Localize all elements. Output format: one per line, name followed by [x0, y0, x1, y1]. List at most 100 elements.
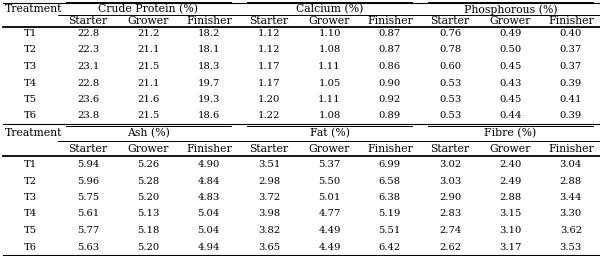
Text: 5.77: 5.77 [77, 226, 99, 235]
Text: 0.92: 0.92 [379, 95, 401, 104]
Text: 2.98: 2.98 [258, 176, 280, 186]
Text: T2: T2 [24, 176, 37, 186]
Text: 1.10: 1.10 [318, 29, 341, 38]
Text: 0.89: 0.89 [379, 112, 401, 121]
Text: 6.99: 6.99 [379, 160, 401, 169]
Text: Starter: Starter [250, 16, 289, 26]
Text: 0.41: 0.41 [560, 95, 582, 104]
Text: T3: T3 [24, 62, 37, 71]
Text: 5.63: 5.63 [77, 242, 99, 251]
Text: T1: T1 [24, 29, 37, 38]
Text: 5.37: 5.37 [319, 160, 341, 169]
Text: 21.6: 21.6 [137, 95, 160, 104]
Text: 5.50: 5.50 [319, 176, 341, 186]
Text: 4.90: 4.90 [197, 160, 220, 169]
Text: 5.18: 5.18 [137, 226, 160, 235]
Text: 1.22: 1.22 [258, 112, 280, 121]
Text: 0.87: 0.87 [379, 46, 401, 55]
Text: Starter: Starter [68, 144, 108, 154]
Text: 0.49: 0.49 [499, 29, 521, 38]
Text: T5: T5 [24, 226, 37, 235]
Text: 3.30: 3.30 [560, 209, 582, 219]
Text: 2.90: 2.90 [439, 193, 461, 202]
Text: Calcium (%): Calcium (%) [296, 4, 363, 15]
Text: 3.15: 3.15 [499, 209, 521, 219]
Text: 5.04: 5.04 [197, 226, 220, 235]
Text: 0.45: 0.45 [499, 62, 521, 71]
Text: Ash (%): Ash (%) [127, 128, 170, 138]
Text: 2.88: 2.88 [499, 193, 521, 202]
Text: 4.49: 4.49 [318, 242, 341, 251]
Text: 3.82: 3.82 [258, 226, 280, 235]
Text: 5.28: 5.28 [137, 176, 160, 186]
Text: 5.01: 5.01 [319, 193, 341, 202]
Text: 5.94: 5.94 [77, 160, 100, 169]
Text: 4.77: 4.77 [319, 209, 341, 219]
Text: 5.04: 5.04 [197, 209, 220, 219]
Text: 22.8: 22.8 [77, 79, 99, 88]
Text: 5.51: 5.51 [379, 226, 401, 235]
Text: 0.37: 0.37 [560, 62, 582, 71]
Text: T3: T3 [24, 193, 37, 202]
Text: 6.42: 6.42 [379, 242, 401, 251]
Text: Treatment: Treatment [5, 128, 62, 138]
Text: Finisher: Finisher [548, 144, 594, 154]
Text: 4.49: 4.49 [318, 226, 341, 235]
Text: 21.5: 21.5 [137, 112, 160, 121]
Text: 0.50: 0.50 [499, 46, 521, 55]
Text: T4: T4 [24, 209, 37, 219]
Text: Finisher: Finisher [186, 144, 232, 154]
Text: Finisher: Finisher [367, 16, 413, 26]
Text: 3.65: 3.65 [258, 242, 280, 251]
Text: 21.1: 21.1 [137, 46, 160, 55]
Text: Treatment: Treatment [5, 5, 62, 15]
Text: 1.05: 1.05 [319, 79, 341, 88]
Text: 0.90: 0.90 [379, 79, 401, 88]
Text: Grower: Grower [490, 144, 531, 154]
Text: Crude Protein (%): Crude Protein (%) [98, 4, 199, 15]
Text: 3.51: 3.51 [258, 160, 280, 169]
Text: Grower: Grower [309, 144, 350, 154]
Text: Finisher: Finisher [548, 16, 594, 26]
Text: T1: T1 [24, 160, 37, 169]
Text: 1.12: 1.12 [258, 46, 280, 55]
Text: 23.1: 23.1 [77, 62, 100, 71]
Text: Starter: Starter [431, 16, 470, 26]
Text: 0.39: 0.39 [560, 112, 582, 121]
Text: 22.3: 22.3 [77, 46, 99, 55]
Text: 0.40: 0.40 [560, 29, 582, 38]
Text: 22.8: 22.8 [77, 29, 99, 38]
Text: 4.83: 4.83 [197, 193, 220, 202]
Text: 0.86: 0.86 [379, 62, 401, 71]
Text: 23.6: 23.6 [77, 95, 99, 104]
Text: T4: T4 [24, 79, 37, 88]
Text: 0.43: 0.43 [499, 79, 521, 88]
Text: 1.11: 1.11 [318, 95, 341, 104]
Text: 0.44: 0.44 [499, 112, 522, 121]
Text: 18.1: 18.1 [197, 46, 220, 55]
Text: T6: T6 [24, 242, 37, 251]
Text: 0.78: 0.78 [439, 46, 461, 55]
Text: 3.62: 3.62 [560, 226, 582, 235]
Text: 6.38: 6.38 [379, 193, 401, 202]
Text: Starter: Starter [250, 144, 289, 154]
Text: Grower: Grower [128, 16, 169, 26]
Text: 18.2: 18.2 [197, 29, 220, 38]
Text: 18.6: 18.6 [198, 112, 220, 121]
Text: 0.53: 0.53 [439, 95, 461, 104]
Text: 0.45: 0.45 [499, 95, 521, 104]
Text: 23.8: 23.8 [77, 112, 99, 121]
Text: 5.13: 5.13 [137, 209, 160, 219]
Text: 1.20: 1.20 [258, 95, 280, 104]
Text: 5.20: 5.20 [137, 242, 160, 251]
Text: 3.10: 3.10 [499, 226, 521, 235]
Text: Phosphorous (%): Phosphorous (%) [464, 4, 557, 15]
Text: 21.5: 21.5 [137, 62, 160, 71]
Text: T6: T6 [24, 112, 37, 121]
Text: 3.53: 3.53 [560, 242, 582, 251]
Text: Finisher: Finisher [367, 144, 413, 154]
Text: 3.02: 3.02 [439, 160, 461, 169]
Text: 4.84: 4.84 [197, 176, 220, 186]
Text: 0.53: 0.53 [439, 112, 461, 121]
Text: 0.87: 0.87 [379, 29, 401, 38]
